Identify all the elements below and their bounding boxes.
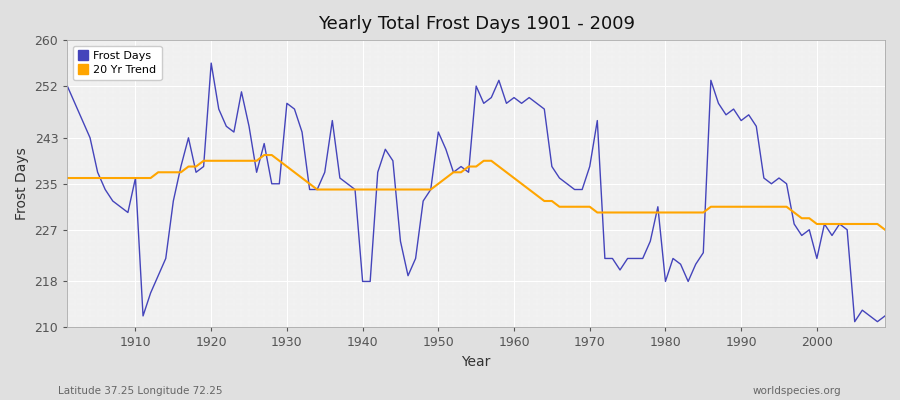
Frost Days — [342, 181, 353, 186]
Frost Days — [122, 210, 133, 215]
Frost Days — [206, 61, 217, 66]
20 Yr Trend — [122, 176, 133, 180]
Title: Yearly Total Frost Days 1901 - 2009: Yearly Total Frost Days 1901 - 2009 — [318, 15, 634, 33]
Text: Latitude 37.25 Longitude 72.25: Latitude 37.25 Longitude 72.25 — [58, 386, 223, 396]
Frost Days — [850, 319, 860, 324]
20 Yr Trend — [508, 176, 519, 180]
Frost Days — [879, 314, 890, 318]
Line: 20 Yr Trend: 20 Yr Trend — [68, 155, 885, 230]
Frost Days — [508, 95, 519, 100]
20 Yr Trend — [342, 187, 353, 192]
X-axis label: Year: Year — [462, 355, 490, 369]
20 Yr Trend — [297, 176, 308, 180]
20 Yr Trend — [607, 210, 617, 215]
Line: Frost Days: Frost Days — [68, 63, 885, 322]
Frost Days — [297, 130, 308, 134]
20 Yr Trend — [62, 176, 73, 180]
Y-axis label: Frost Days: Frost Days — [15, 147, 29, 220]
20 Yr Trend — [259, 153, 270, 158]
20 Yr Trend — [879, 227, 890, 232]
Frost Days — [62, 84, 73, 88]
Text: worldspecies.org: worldspecies.org — [753, 386, 842, 396]
Frost Days — [607, 256, 617, 261]
Frost Days — [517, 101, 527, 106]
Legend: Frost Days, 20 Yr Trend: Frost Days, 20 Yr Trend — [73, 46, 162, 80]
20 Yr Trend — [517, 181, 527, 186]
